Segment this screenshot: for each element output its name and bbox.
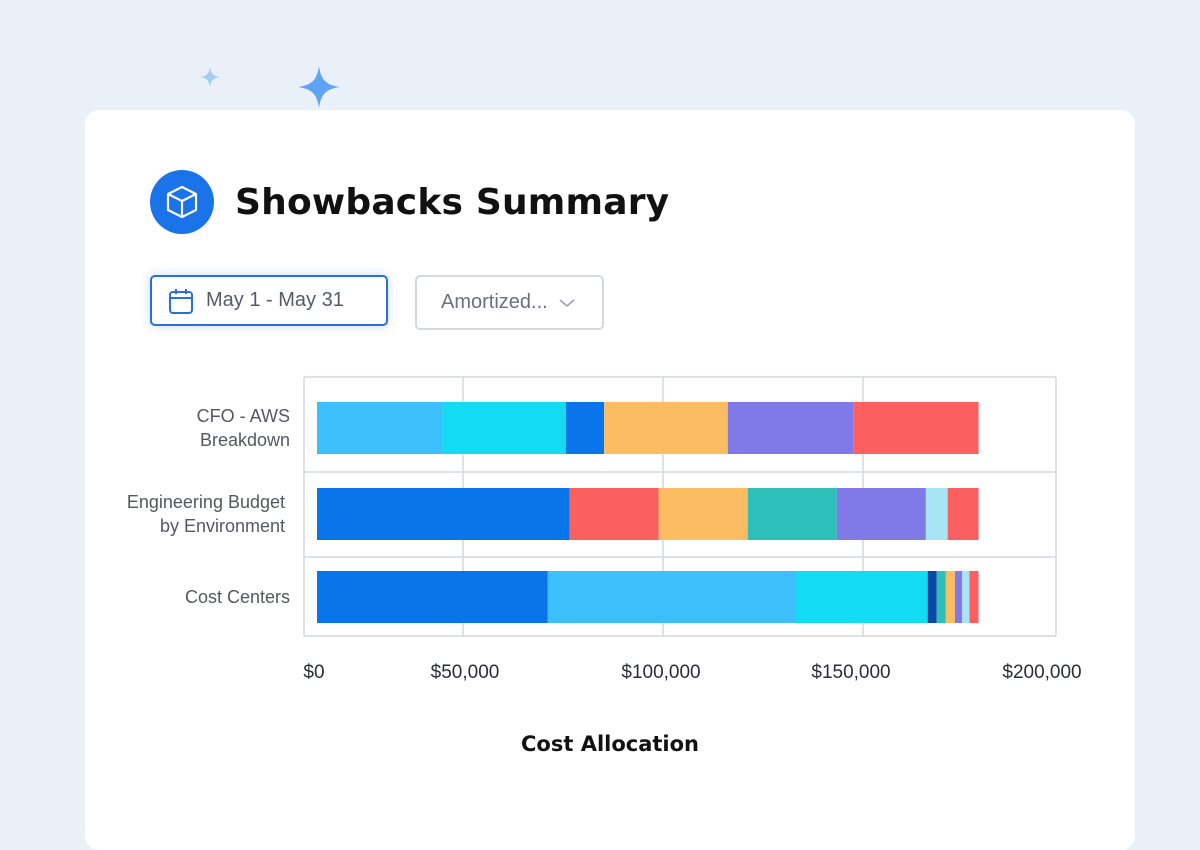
x-tick-label: $200,000	[1002, 662, 1081, 683]
bar-segment	[795, 571, 928, 623]
bar-segment	[954, 571, 963, 623]
sparkle-small-icon	[200, 67, 220, 87]
bar-segment	[853, 402, 979, 454]
bar-segment	[747, 488, 837, 540]
category-label: Engineering Budget	[127, 492, 285, 512]
x-tick-label: $100,000	[621, 662, 700, 683]
x-tick-label: $150,000	[811, 662, 890, 683]
x-tick-label: $50,000	[431, 662, 500, 683]
category-label: CFO - AWS	[197, 406, 290, 426]
bar-segment	[969, 571, 979, 623]
category-label: by Environment	[160, 516, 285, 536]
bar-segment	[936, 571, 946, 623]
cost-type-select[interactable]: Amortized...	[415, 275, 604, 330]
cost-allocation-chart: CFO - AWS Breakdown Engineering Budget by E…	[127, 376, 1082, 756]
bar-segment	[727, 402, 854, 454]
cube-icon	[150, 170, 214, 234]
category-label: Breakdown	[200, 430, 290, 450]
header: Showbacks Summary	[150, 170, 669, 234]
cost-type-value: Amortized...	[441, 291, 548, 313]
bar-segment	[962, 571, 970, 623]
x-tick-label: $0	[303, 662, 324, 683]
category-label: Cost Centers	[185, 587, 290, 607]
bar-segment	[317, 402, 443, 454]
calendar-icon	[169, 288, 193, 314]
chevron-down-icon	[559, 298, 575, 307]
bar-segment	[317, 571, 548, 623]
bar-segment	[945, 571, 955, 623]
bar-segment	[925, 488, 948, 540]
date-range-label: May 1 - May 31	[206, 289, 344, 311]
summary-card: Showbacks Summary May 1 - May 31 Amortiz…	[85, 110, 1135, 850]
sparkle-large-icon	[298, 66, 340, 108]
page-title: Showbacks Summary	[235, 181, 670, 223]
bar-segment	[547, 571, 796, 623]
x-axis-label: Cost Allocation	[521, 732, 699, 756]
bar-segment	[565, 402, 605, 454]
bar-segment	[947, 488, 979, 540]
date-range-picker[interactable]: May 1 - May 31	[150, 275, 388, 326]
bar-segment	[836, 488, 926, 540]
bar-segment	[604, 402, 728, 454]
bar-segment	[927, 571, 937, 623]
bar-segment	[442, 402, 566, 454]
bar-segment	[569, 488, 659, 540]
bar-segment	[317, 488, 570, 540]
bar-segment	[658, 488, 748, 540]
